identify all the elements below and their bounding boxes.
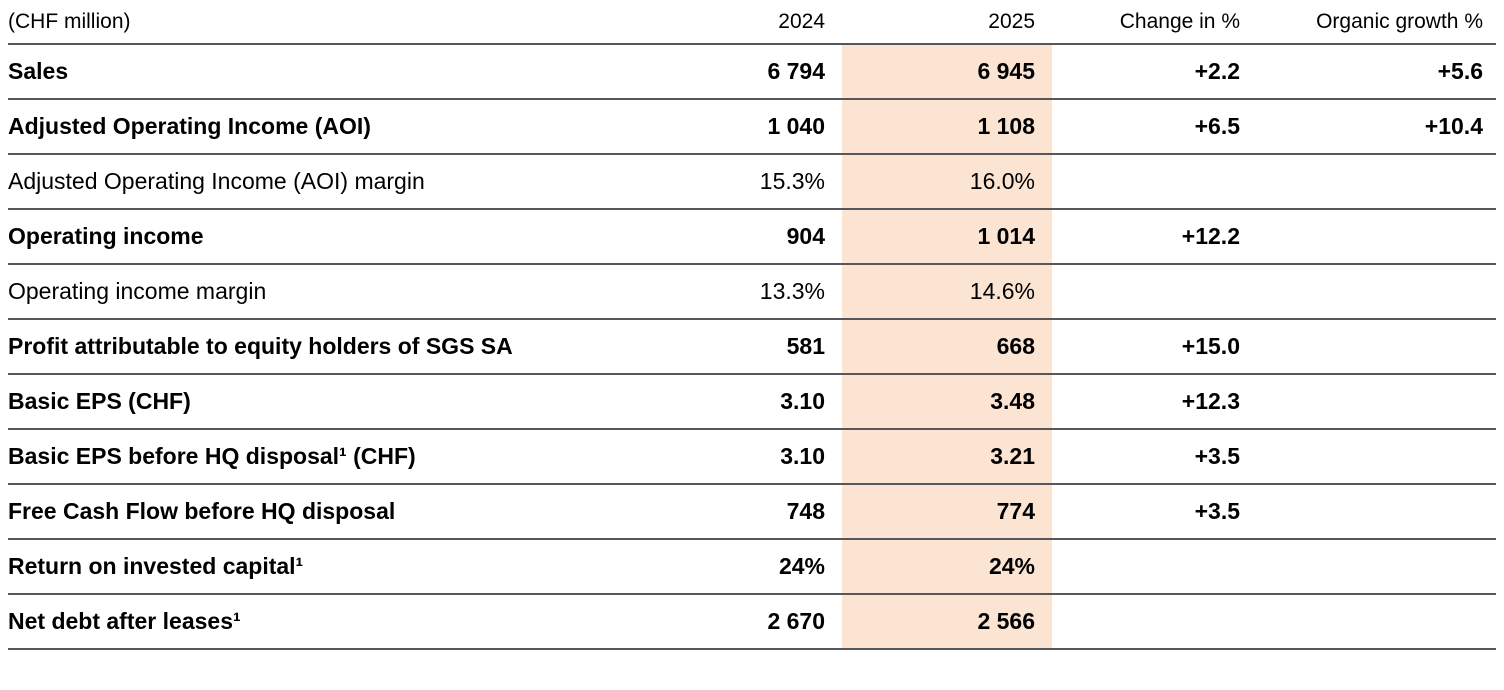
value-change-percent: +6.5 xyxy=(1052,98,1252,154)
table-row: Operating income margin 13.3% 14.6% xyxy=(8,263,1496,319)
value-2024: 1 040 xyxy=(606,98,842,154)
value-organic-growth-percent xyxy=(1252,593,1496,649)
row-label: Net debt after leases¹ xyxy=(8,593,606,649)
table-body: Sales 6 794 6 945 +2.2 +5.6 Adjusted Ope… xyxy=(8,43,1496,649)
value-2025: 24% xyxy=(842,538,1052,594)
value-change-percent xyxy=(1052,153,1252,209)
value-2025: 6 945 xyxy=(842,43,1052,99)
table-row: Return on invested capital¹ 24% 24% xyxy=(8,538,1496,594)
value-2024: 3.10 xyxy=(606,428,842,484)
value-change-percent xyxy=(1052,263,1252,319)
value-change-percent xyxy=(1052,593,1252,649)
table-row: Profit attributable to equity holders of… xyxy=(8,318,1496,374)
value-change-percent: +2.2 xyxy=(1052,43,1252,99)
value-2025: 774 xyxy=(842,483,1052,539)
row-label: Return on invested capital¹ xyxy=(8,538,606,594)
value-2024: 581 xyxy=(606,318,842,374)
value-organic-growth-percent xyxy=(1252,208,1496,264)
value-change-percent xyxy=(1052,538,1252,594)
value-organic-growth-percent xyxy=(1252,483,1496,539)
table-row: Basic EPS before HQ disposal¹ (CHF) 3.10… xyxy=(8,428,1496,484)
header-row: (CHF million) 2024 2025 Change in % Orga… xyxy=(8,0,1496,44)
row-label: Profit attributable to equity holders of… xyxy=(8,318,606,374)
col-header-organic-growth: Organic growth % xyxy=(1316,9,1483,33)
row-label: Adjusted Operating Income (AOI) margin xyxy=(8,153,606,209)
value-change-percent: +12.3 xyxy=(1052,373,1252,429)
value-organic-growth-percent: +5.6 xyxy=(1252,43,1496,99)
value-2024: 24% xyxy=(606,538,842,594)
value-2024: 2 670 xyxy=(606,593,842,649)
value-2025: 3.48 xyxy=(842,373,1052,429)
value-2025: 1 014 xyxy=(842,208,1052,264)
value-organic-growth-percent: +10.4 xyxy=(1252,98,1496,154)
value-organic-growth-percent xyxy=(1252,428,1496,484)
financial-summary: (CHF million) 2024 2025 Change in % Orga… xyxy=(8,0,1496,650)
value-2024: 3.10 xyxy=(606,373,842,429)
value-2025: 16.0% xyxy=(842,153,1052,209)
table-row: Adjusted Operating Income (AOI) 1 040 1 … xyxy=(8,98,1496,154)
value-change-percent: +12.2 xyxy=(1052,208,1252,264)
value-organic-growth-percent xyxy=(1252,538,1496,594)
value-2025: 14.6% xyxy=(842,263,1052,319)
col-header-2025: 2025 xyxy=(988,9,1035,33)
value-2025: 668 xyxy=(842,318,1052,374)
value-2024: 13.3% xyxy=(606,263,842,319)
value-2025: 3.21 xyxy=(842,428,1052,484)
value-2024: 15.3% xyxy=(606,153,842,209)
table-row: Sales 6 794 6 945 +2.2 +5.6 xyxy=(8,43,1496,99)
value-2024: 904 xyxy=(606,208,842,264)
row-label: Operating income margin xyxy=(8,263,606,319)
value-2024: 6 794 xyxy=(606,43,842,99)
row-label: Free Cash Flow before HQ disposal xyxy=(8,483,606,539)
table-row: Basic EPS (CHF) 3.10 3.48 +12.3 xyxy=(8,373,1496,429)
value-change-percent: +3.5 xyxy=(1052,428,1252,484)
table-row: Operating income 904 1 014 +12.2 xyxy=(8,208,1496,264)
row-label: Adjusted Operating Income (AOI) xyxy=(8,98,606,154)
row-label: Basic EPS before HQ disposal¹ (CHF) xyxy=(8,428,606,484)
row-label: Operating income xyxy=(8,208,606,264)
financial-summary-table: (CHF million) 2024 2025 Change in % Orga… xyxy=(8,0,1496,650)
table-row: Net debt after leases¹ 2 670 2 566 xyxy=(8,593,1496,649)
unit-label: (CHF million) xyxy=(8,9,131,33)
row-label: Sales xyxy=(8,43,606,99)
value-change-percent: +15.0 xyxy=(1052,318,1252,374)
value-organic-growth-percent xyxy=(1252,153,1496,209)
col-header-2024: 2024 xyxy=(778,9,825,33)
value-2025: 1 108 xyxy=(842,98,1052,154)
col-header-change: Change in % xyxy=(1119,9,1240,33)
value-2024: 748 xyxy=(606,483,842,539)
value-organic-growth-percent xyxy=(1252,263,1496,319)
table-row: Free Cash Flow before HQ disposal 748 77… xyxy=(8,483,1496,539)
value-organic-growth-percent xyxy=(1252,373,1496,429)
value-2025: 2 566 xyxy=(842,593,1052,649)
table-row: Adjusted Operating Income (AOI) margin 1… xyxy=(8,153,1496,209)
value-change-percent: +3.5 xyxy=(1052,483,1252,539)
value-organic-growth-percent xyxy=(1252,318,1496,374)
row-label: Basic EPS (CHF) xyxy=(8,373,606,429)
